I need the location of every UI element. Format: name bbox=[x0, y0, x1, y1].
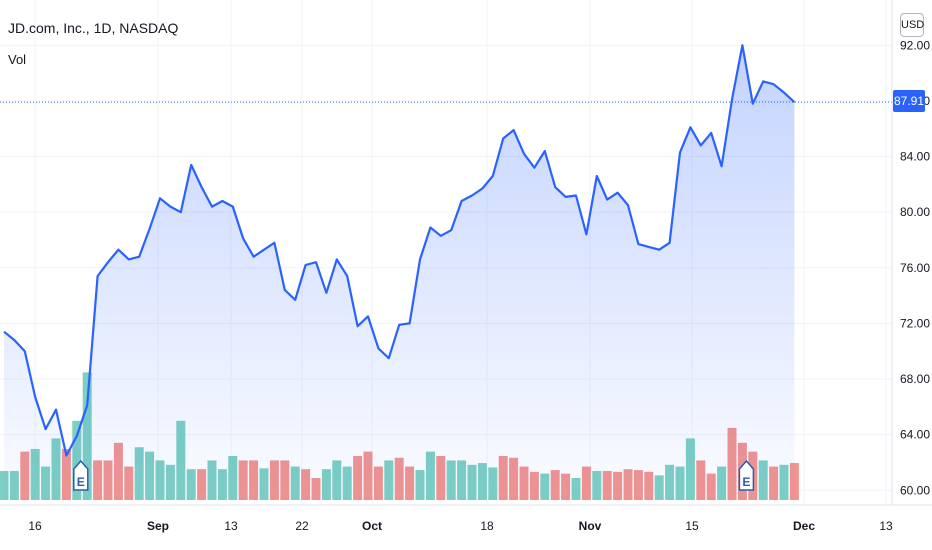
x-tick-label: 13 bbox=[879, 519, 893, 533]
price-area bbox=[4, 45, 795, 501]
last-price-label: 87.91 bbox=[893, 90, 925, 112]
x-tick-label: 16 bbox=[28, 519, 42, 533]
y-tick-label: 72.00 bbox=[900, 316, 930, 330]
x-tick-label: 22 bbox=[295, 519, 309, 533]
x-tick-label: Oct bbox=[362, 519, 382, 533]
x-tick-label: 13 bbox=[224, 519, 238, 533]
earnings-icon[interactable]: E bbox=[73, 459, 89, 491]
earnings-icon[interactable]: E bbox=[738, 459, 755, 491]
price-line bbox=[3, 44, 796, 457]
currency-button[interactable]: USD bbox=[900, 13, 924, 37]
x-tick-label: Sep bbox=[147, 519, 169, 533]
svg-text:E: E bbox=[742, 475, 750, 489]
x-tick-label: 15 bbox=[685, 519, 699, 533]
y-tick-label: 64.00 bbox=[900, 428, 930, 442]
svg-text:E: E bbox=[77, 475, 85, 489]
time-axis[interactable]: 16 Sep 13 22 Oct 18 Nov 15 Dec 13 bbox=[28, 519, 893, 533]
y-tick-label: 68.00 bbox=[900, 372, 930, 386]
y-tick-label: 84.00 bbox=[900, 150, 930, 164]
y-tick-label: 60.00 bbox=[900, 483, 930, 497]
x-tick-label: 18 bbox=[480, 519, 494, 533]
x-tick-label: Nov bbox=[579, 519, 602, 533]
y-tick-label: 92.00 bbox=[900, 38, 930, 52]
y-tick-label: 76.00 bbox=[900, 261, 930, 275]
volume-indicator-label[interactable]: Vol bbox=[8, 52, 27, 67]
chart-title: JD.com, Inc., 1D, NASDAQ bbox=[8, 20, 179, 36]
x-tick-label: Dec bbox=[793, 519, 815, 533]
price-axis[interactable]: 60.0064.0068.0072.0076.0080.0084.0088.00… bbox=[900, 38, 930, 497]
y-tick-label: 80.00 bbox=[900, 205, 930, 219]
